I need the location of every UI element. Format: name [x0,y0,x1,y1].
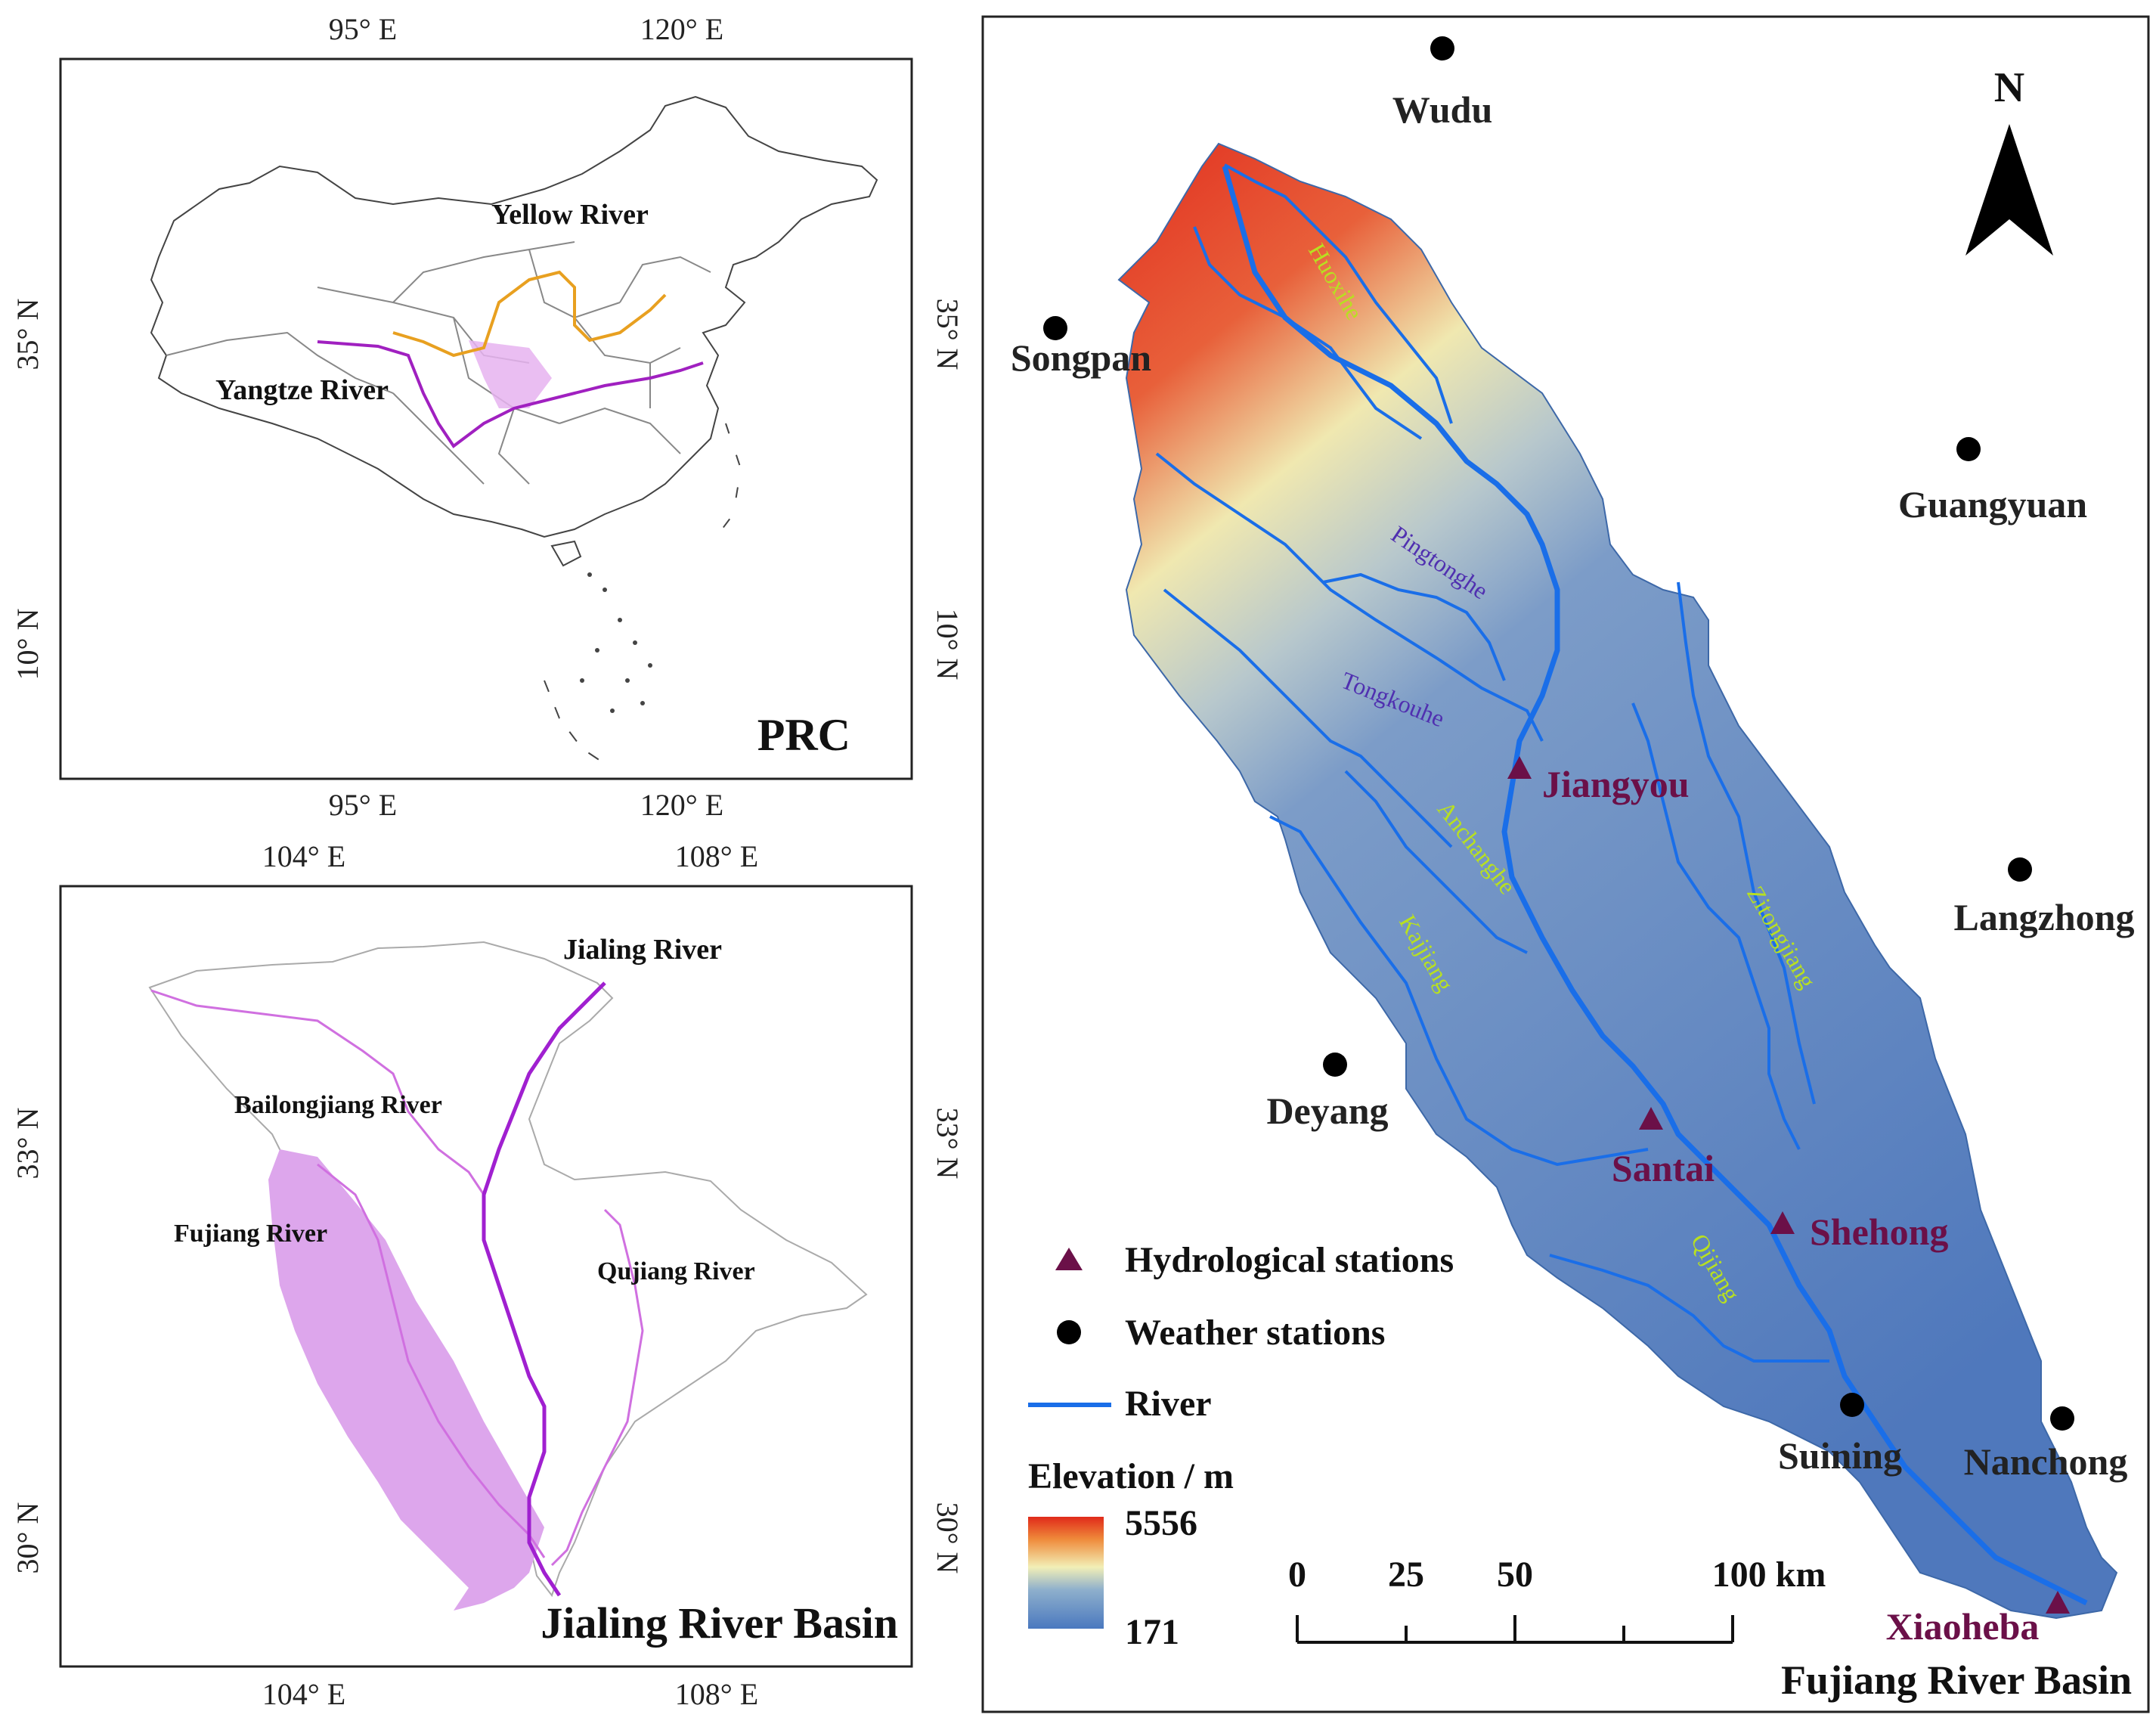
prc-right-tick-2: 10° N [931,609,965,681]
jialing-right-tick-2: 30° N [931,1502,965,1574]
weather-label-langzhong: Langzhong [1954,896,2135,938]
weather-label-songpan: Songpan [1011,336,1151,379]
prc-yellow-river [392,270,667,358]
jialing-top-tick-1: 104° E [262,839,345,873]
jialing-left-tick-2: 30° N [11,1502,45,1574]
weather-station-guangyuan [1956,437,1981,461]
legend-elevation-title: Elevation / m [1028,1456,1234,1496]
hydro-station-jiangyou [1507,756,1532,779]
province-lines [166,241,711,485]
prc-yellow-river-label: Yellow River [491,199,649,231]
jialing-panel: 104° E 108° E 104° E 108° E 33° N 30° N … [11,839,965,1711]
jialing-bottom-tick-2: 108° E [675,1677,758,1711]
fujiang-title: Fujiang River Basin [1781,1657,2132,1703]
prc-left-tick-1: 35° N [11,299,45,370]
jialing-main-river [482,981,606,1597]
weather-label-suining: Suining [1778,1434,1902,1477]
scale-tick-100: 100 km [1712,1555,1826,1595]
fujiang-panel: Huoxihe Pingtonghe Tongkouhe Anchanghe K… [981,15,2150,1713]
weather-label-deyang: Deyang [1266,1090,1388,1132]
hydro-label-shehong: Shehong [1810,1211,1948,1253]
hydro-station-xiaoheba [2046,1591,2070,1614]
prc-bottom-tick-2: 120° E [640,788,723,822]
scale-tick-25: 25 [1388,1555,1424,1595]
jialing-bottom-tick-1: 104° E [262,1677,345,1711]
weather-station-nanchong [2050,1406,2074,1431]
hydro-station-shehong [1770,1211,1795,1234]
north-arrow-icon [1965,124,2053,256]
legend-river-label: River [1125,1384,1212,1424]
prc-yangtze-river [317,340,704,448]
prc-right-tick-1: 35° N [931,299,965,370]
east-coast-dash-line [710,423,742,545]
hydro-label-xiaoheba: Xiaoheba [1886,1605,2040,1648]
bailongjiang-river-label: Bailongjiang River [234,1091,442,1119]
legend-weather-icon [1057,1320,1081,1344]
weather-station-suining [1840,1393,1864,1417]
south-sea-dash-line [544,680,606,764]
prc-frame [59,57,913,780]
fujiang-frame [981,15,2150,1713]
legend-hydro-icon [1055,1248,1083,1270]
prc-top-tick-1: 95° E [329,12,397,46]
north-label: N [1994,64,2024,111]
jialing-river-label: Jialing River [563,934,722,966]
weather-station-wudu [1430,36,1454,60]
china-outline [150,95,878,538]
scale-tick-50: 50 [1497,1555,1533,1595]
hydro-label-santai: Santai [1612,1147,1715,1189]
jialing-left-tick-1: 33° N [11,1108,45,1180]
prc-yangtze-river-label: Yangtze River [215,374,389,406]
fujiang-river-label: Fujiang River [174,1220,327,1248]
legend-weather-label: Weather stations [1125,1313,1385,1353]
weather-label-guangyuan: Guangyuan [1898,483,2087,526]
jialing-title: Jialing River Basin [541,1598,898,1648]
jialing-fujiang-river [317,1163,546,1558]
hainan-island [550,540,582,567]
scale-bar: 0 25 50 100 km [1288,1555,1826,1644]
prc-left-tick-2: 10° N [11,609,45,681]
south-sea-islands [580,572,652,713]
qujiang-river-label: Qujiang River [597,1257,755,1285]
prc-title: PRC [757,710,850,760]
fujiang-main-river [1222,166,2088,1606]
legend-hydro-label: Hydrological stations [1125,1240,1454,1280]
jialing-right-tick-1: 33° N [931,1108,965,1180]
jialing-top-tick-2: 108° E [675,839,758,873]
jialing-qujiang-river [550,1208,644,1567]
weather-station-songpan [1043,316,1067,340]
scale-tick-0: 0 [1288,1555,1306,1595]
prc-bottom-tick-1: 95° E [329,788,397,822]
fujiang-legend: Hydrological stations Weather stations R… [1028,1240,1454,1652]
legend-elev-min: 171 [1125,1612,1179,1652]
hydro-station-santai [1639,1107,1663,1130]
jialing-fujiang-basin [268,1149,544,1611]
weather-station-deyang [1323,1053,1347,1077]
prc-jialing-basin [469,340,552,408]
weather-label-wudu: Wudu [1392,88,1493,131]
weather-station-langzhong [2008,857,2032,882]
legend-elevation-ramp [1028,1517,1104,1629]
prc-top-tick-2: 120° E [640,12,723,46]
weather-label-nanchong: Nanchong [1964,1440,2128,1483]
hydro-label-jiangyou: Jiangyou [1542,763,1690,805]
prc-panel: 95° E 120° E 95° E 120° E 35° N 10° N 35… [11,12,965,822]
jialing-frame [59,885,913,1668]
legend-elev-max: 5556 [1125,1503,1197,1543]
fujiang-basin-elevation [1117,142,2118,1620]
jialing-bailongjiang [150,989,485,1195]
